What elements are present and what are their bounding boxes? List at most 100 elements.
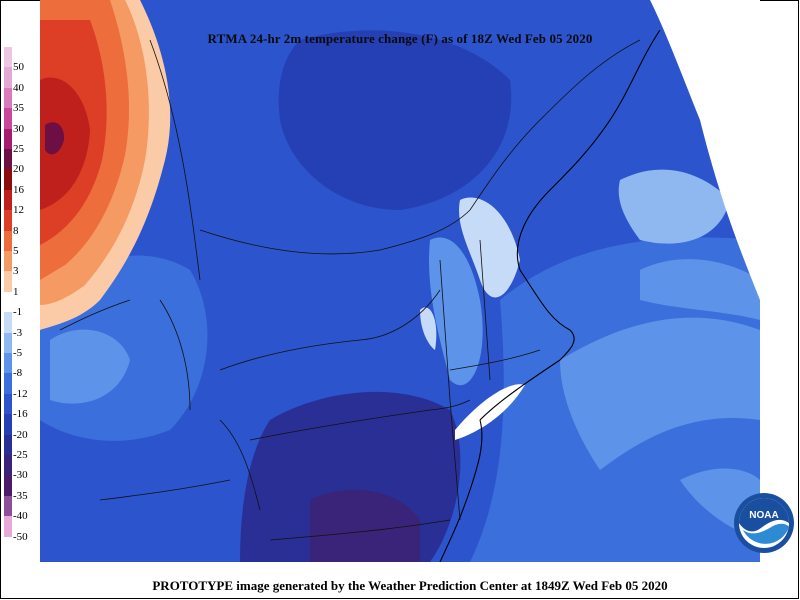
mid-atlantic-coast (439, 419, 483, 562)
legend-entry: -30 (4, 455, 38, 481)
legend-swatch (4, 149, 12, 170)
legend-entry: 8 (4, 210, 38, 237)
legend-label: 8 (13, 224, 19, 237)
legend-entry: -1 (4, 291, 38, 318)
light-spot (420, 307, 437, 350)
legend-label: 25 (13, 142, 24, 155)
legend-swatch (4, 128, 12, 149)
legend-swatch (4, 353, 12, 374)
border-lake-huron (59, 299, 131, 331)
new-england-light (459, 197, 520, 298)
legend-entry: 35 (4, 87, 38, 114)
legend-swatch (4, 393, 12, 415)
ocean-band-1 (560, 317, 760, 470)
legend-swatch (4, 455, 12, 476)
ocean-band-3 (640, 259, 760, 320)
legend-label: 12 (13, 204, 24, 217)
legend-swatch (4, 434, 12, 455)
legend-label: -3 (13, 326, 23, 339)
legend-label: -5 (13, 346, 23, 359)
legend-swatch (4, 312, 12, 333)
legend-label: -8 (13, 367, 23, 380)
legend-entry: 25 (4, 128, 38, 155)
legend-entry: 40 (4, 67, 38, 94)
legend-entry: -12 (4, 373, 38, 400)
west-light (50, 329, 130, 404)
legend-label: 35 (13, 102, 24, 115)
legend-entry: 5 (4, 230, 38, 257)
color-legend: 50 40 35 30 25 20 16 12 8 5 3 1 -1 -3 -5 -8 -12 -16 -20 -25… (4, 47, 38, 557)
legend-entry: -50 (4, 516, 38, 543)
border-ontario-quebec (149, 39, 201, 281)
legend-entry: -35 (4, 475, 38, 502)
border-nj (449, 399, 461, 521)
ocean-band-2 (618, 169, 730, 244)
legend-label: -1 (13, 306, 23, 319)
border-ohio (99, 479, 231, 501)
coastline (439, 29, 661, 562)
political-borders (59, 39, 641, 541)
border-pa-md (269, 519, 451, 541)
legend-swatch (4, 169, 12, 190)
no-data-northeast (650, 0, 760, 300)
legend-label: -35 (13, 489, 28, 502)
legend-swatch (4, 87, 12, 109)
legend-label: -12 (13, 387, 28, 400)
legend-swatch (4, 108, 12, 129)
legend-entry: -8 (4, 353, 38, 379)
cold-core-deep (310, 489, 420, 562)
legend-entry: 30 (4, 108, 38, 135)
legend-label: -40 (13, 510, 28, 523)
legend-label: 1 (13, 285, 19, 298)
legend-label: 20 (13, 163, 24, 176)
border-maine (469, 39, 641, 211)
cold-core-north (278, 30, 512, 210)
legend-label: -25 (13, 448, 28, 461)
footer-caption: PROTOTYPE image generated by the Weather… (152, 578, 668, 593)
border-lake-erie (219, 419, 261, 511)
legend-label: 50 (13, 61, 24, 74)
legend-entry: 20 (4, 149, 38, 175)
legend-entry: -40 (4, 495, 38, 522)
legend-swatch (4, 332, 12, 353)
warm-core (45, 122, 65, 155)
legend-entry: -5 (4, 332, 38, 359)
legend-entry: 16 (4, 169, 38, 196)
noaa-logo-icon: NOAA (734, 493, 794, 553)
legend-entry: -20 (4, 414, 38, 441)
legend-swatch (4, 516, 12, 537)
border-michigan (159, 299, 191, 411)
appalachian-streak (429, 237, 483, 386)
border-vermont (439, 259, 451, 401)
legend-swatch (4, 414, 12, 435)
noaa-logo-text: NOAA (749, 510, 778, 521)
legend-label: -50 (13, 530, 28, 543)
legend-label: -20 (13, 428, 28, 441)
legend-label: -16 (13, 408, 28, 421)
map-graphic (40, 0, 760, 562)
legend-label: 16 (13, 183, 24, 196)
legend-entry: 50 (4, 47, 38, 73)
legend-entry: 12 (4, 189, 38, 216)
legend-swatch (4, 373, 12, 394)
legend-swatch (4, 189, 12, 211)
legend-swatch (4, 251, 12, 272)
legend-swatch (4, 475, 12, 496)
legend-swatch (4, 210, 12, 231)
legend-label: -30 (13, 469, 28, 482)
legend-swatch (4, 230, 12, 251)
border-ny-pa (249, 399, 471, 441)
legend-swatch (4, 495, 12, 517)
legend-entry: 3 (4, 251, 38, 277)
legend-label: 3 (13, 265, 19, 278)
long-island (455, 384, 525, 440)
legend-label: 30 (13, 122, 24, 135)
legend-swatch (4, 47, 12, 68)
border-us-canada (199, 209, 471, 255)
warm-band-12 (40, 77, 90, 210)
border-ma (449, 349, 541, 371)
legend-entry: -16 (4, 393, 38, 420)
border-nh (479, 239, 491, 381)
border-lake-ontario (219, 289, 441, 371)
legend-entry: -25 (4, 434, 38, 461)
